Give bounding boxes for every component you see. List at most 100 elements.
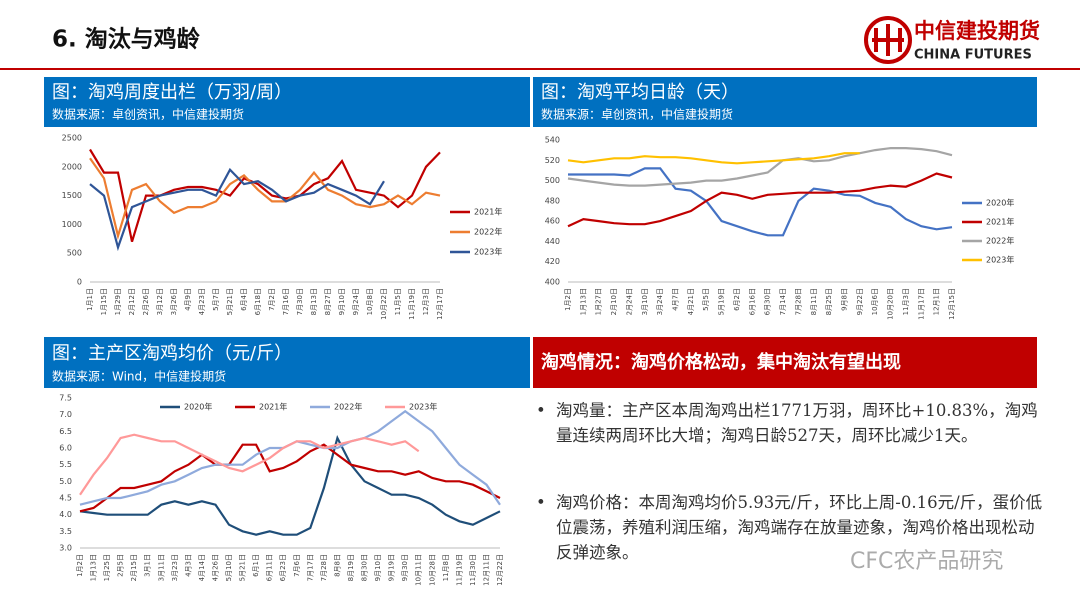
x-tick-label: 12月11日 (482, 554, 490, 586)
legend-label: 2022年 (986, 236, 1014, 246)
x-tick-label: 7月30日 (296, 288, 304, 315)
y-tick-label: 400 (545, 278, 560, 287)
x-tick-label: 4月26日 (211, 554, 219, 581)
panel-source: 数据来源：Wind，中信建投期货 (52, 369, 226, 384)
x-tick-label: 9月24日 (352, 288, 360, 315)
x-tick-label: 7月6日 (293, 554, 301, 577)
series-line (567, 172, 953, 228)
y-tick-label: 1500 (62, 191, 82, 200)
x-tick-label: 9月22日 (856, 288, 864, 315)
x-tick-label: 2月5日 (117, 554, 125, 577)
y-tick-label: 2500 (62, 134, 82, 143)
panel-header (533, 337, 1037, 388)
x-tick-label: 7月2日 (268, 288, 276, 311)
x-tick-label: 4月9日 (184, 288, 192, 311)
x-tick-label: 7月28日 (794, 288, 802, 315)
x-tick-label: 11月30日 (469, 554, 477, 586)
x-tick-label: 4月7日 (672, 288, 680, 311)
x-tick-label: 2月15日 (130, 554, 138, 581)
panel-title: 淘鸡情况：淘鸡价格松动，集中淘汰有望出现 (541, 351, 901, 373)
logo-mark-inner (872, 24, 904, 56)
x-tick-label: 10月22日 (380, 288, 388, 320)
x-tick-label: 8月11日 (810, 288, 818, 315)
series-line (79, 433, 420, 496)
x-tick-label: 6月18日 (254, 288, 262, 315)
x-tick-label: 12月22日 (496, 554, 504, 586)
x-tick-label: 10月8日 (366, 288, 374, 315)
x-tick-label: 2月12日 (128, 288, 136, 315)
series-line (79, 434, 501, 536)
panel-title: 图：主产区淘鸡均价（元/斤） (52, 343, 292, 364)
series-line (79, 409, 501, 506)
y-tick-label: 500 (545, 176, 560, 185)
panel-header (44, 77, 530, 127)
legend-label: 2022年 (474, 227, 502, 237)
x-tick-label: 5月21日 (239, 554, 247, 581)
x-tick-label: 1月25日 (103, 554, 111, 581)
x-tick-label: 12月3日 (422, 288, 430, 315)
legend-label: 2021年 (474, 207, 502, 217)
series-line (567, 152, 860, 165)
x-tick-label: 4月23日 (198, 288, 206, 315)
x-tick-label: 6月11日 (266, 554, 274, 581)
x-tick-label: 3月1日 (144, 554, 152, 577)
y-tick-label: 440 (545, 237, 560, 246)
y-tick-label: 6.5 (59, 427, 72, 436)
x-tick-label: 11月17日 (917, 288, 925, 320)
x-tick-label: 4月14日 (198, 554, 206, 581)
y-tick-label: 2000 (62, 162, 82, 171)
x-tick-label: 10月6日 (871, 288, 879, 315)
x-tick-label: 2月26日 (142, 288, 150, 315)
x-tick-label: 6月4日 (240, 288, 248, 311)
x-tick-label: 1月27日 (595, 288, 603, 315)
panel-source: 数据来源：卓创资讯，中信建投期货 (541, 107, 733, 122)
x-tick-label: 1月2日 (76, 554, 84, 577)
panel-title: 图：淘鸡平均日龄（天） (541, 82, 739, 103)
y-tick-label: 3.5 (59, 527, 72, 536)
x-tick-label: 5月19日 (718, 288, 726, 315)
x-tick-label: 11月8日 (442, 554, 450, 581)
x-tick-label: 11月3日 (902, 288, 910, 315)
x-tick-label: 1月2日 (564, 288, 572, 311)
x-tick-label: 1月15日 (100, 288, 108, 315)
x-tick-label: 2月10日 (610, 288, 618, 315)
header-rule (0, 68, 1080, 70)
x-tick-label: 9月10日 (338, 288, 346, 315)
legend-label: 2023年 (474, 247, 502, 257)
x-tick-label: 10月28日 (428, 554, 436, 586)
panel-source: 数据来源：卓创资讯，中信建投期货 (52, 107, 244, 122)
bullet: 淘鸡价格：本周淘鸡均价5.93元/斤，环比上周-0.16元/斤，蛋价低位震荡，养… (536, 490, 1046, 565)
series-line (79, 443, 501, 513)
x-tick-label: 11月19日 (455, 554, 463, 586)
x-tick-label: 4月21日 (687, 288, 695, 315)
x-tick-label: 5月10日 (225, 554, 233, 581)
x-tick-label: 1月1日 (86, 288, 94, 311)
x-tick-label: 9月10日 (374, 554, 382, 581)
slide-title: 6. 淘汰与鸡龄 (52, 26, 201, 53)
x-tick-label: 3月11日 (157, 554, 165, 581)
x-tick-label: 7月28日 (320, 554, 328, 581)
series-line (89, 148, 441, 243)
series-line (89, 167, 385, 252)
x-tick-label: 8月25日 (825, 288, 833, 315)
x-tick-label: 6月30日 (764, 288, 772, 315)
legend-label: 2021年 (259, 402, 287, 412)
x-tick-label: 3月23日 (171, 554, 179, 581)
panel-title: 图：淘鸡周度出栏（万羽/周） (52, 82, 292, 103)
panel-header (44, 337, 530, 388)
series-line (567, 147, 953, 187)
x-tick-label: 3月26日 (170, 288, 178, 315)
x-tick-label: 1月13日 (90, 554, 98, 581)
x-tick-label: 3月24日 (656, 288, 664, 315)
x-tick-label: 4月3日 (184, 554, 192, 577)
x-tick-label: 10月11日 (415, 554, 423, 586)
x-tick-label: 6月2日 (733, 288, 741, 311)
y-tick-label: 6.0 (59, 444, 72, 453)
y-tick-label: 4.0 (59, 510, 72, 519)
panel-header (533, 77, 1037, 127)
legend-label: 2020年 (184, 402, 212, 412)
series-line (89, 157, 441, 241)
y-tick-label: 460 (545, 217, 560, 226)
